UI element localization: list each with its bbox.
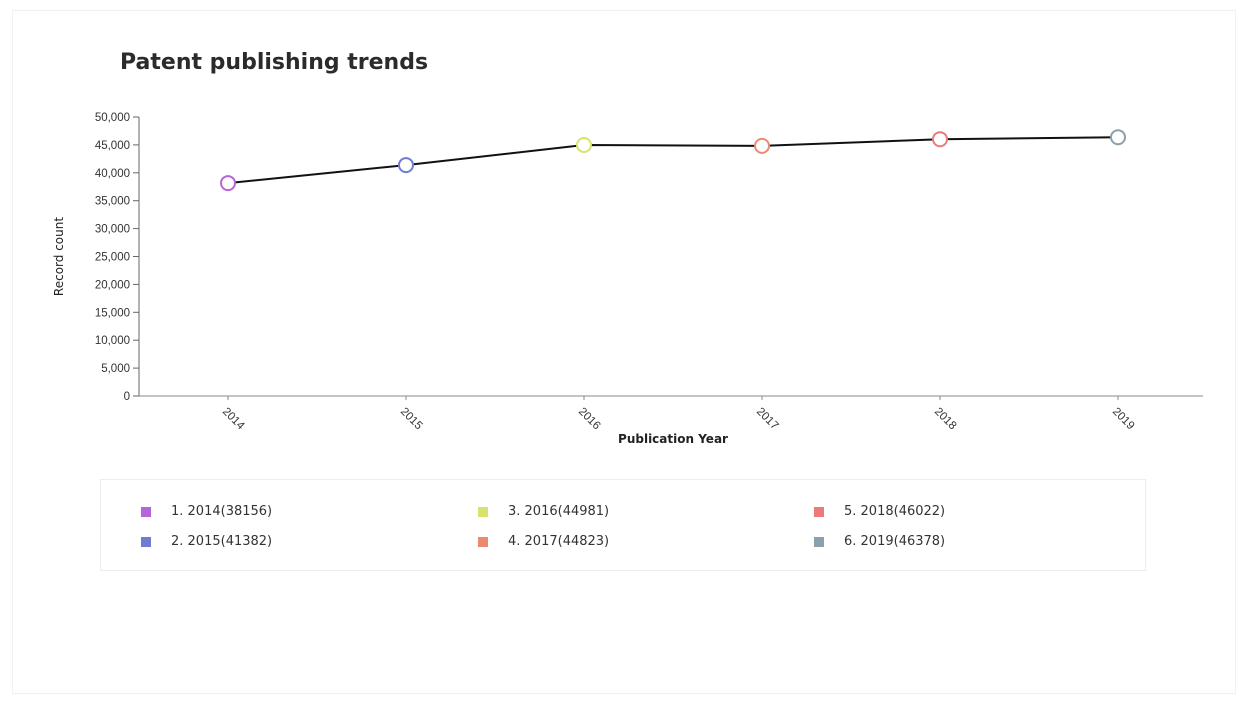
legend-swatch: [814, 506, 824, 517]
legend-item[interactable]: 1. 2014(38156): [141, 504, 272, 519]
legend-swatch: [478, 536, 488, 547]
legend-item[interactable]: 5. 2018(46022): [814, 504, 945, 519]
legend-label: 1. 2014(38156): [171, 504, 273, 519]
legend-swatch: [141, 536, 151, 547]
legend-label: 6. 2019(46378): [844, 534, 946, 549]
legend-item[interactable]: 6. 2019(46378): [814, 534, 945, 549]
legend-label: 4. 2017(44823): [508, 534, 610, 549]
legend-swatch: [814, 536, 824, 547]
x-tick-label: 2016: [576, 406, 603, 433]
y-tick-label: 45,000: [95, 140, 130, 152]
x-tick-label: 2017: [754, 406, 781, 433]
y-tick-label: 0: [124, 391, 130, 403]
y-axis-title: Record count: [52, 217, 66, 296]
y-tick-label: 35,000: [95, 196, 130, 208]
legend-label: 2. 2015(41382): [171, 534, 273, 549]
x-tick-label: 2018: [932, 406, 959, 433]
legend-item[interactable]: 3. 2016(44981): [478, 504, 609, 519]
data-point: [576, 137, 592, 154]
y-tick-label: 20,000: [95, 279, 130, 291]
chart-legend: 1. 2014(38156) 2. 2015(41382) 3. 2016(4498…: [100, 479, 1146, 571]
y-tick-label: 25,000: [95, 252, 130, 264]
y-tick-label: 40,000: [95, 168, 130, 180]
y-tick-label: 10,000: [95, 335, 130, 347]
y-tick-label: 50,000: [95, 112, 130, 124]
data-point: [932, 131, 948, 148]
x-tick-label: 2014: [220, 406, 247, 433]
y-tick-label: 15,000: [95, 307, 130, 319]
y-tick-label: 30,000: [95, 224, 130, 236]
y-tick-label: 5,000: [101, 363, 130, 375]
series-line: [227, 136, 1119, 185]
legend-item[interactable]: 4. 2017(44823): [478, 534, 609, 549]
legend-swatch: [141, 506, 151, 517]
line-chart: 0 5,000 10,000 15,000 20,000 25,000 30,000 35,0…: [52, 112, 1203, 446]
x-axis-title: Publication Year: [618, 432, 728, 446]
chart-card: [12, 10, 1236, 694]
legend-label: 3. 2016(44981): [508, 504, 610, 519]
legend-item[interactable]: 2. 2015(41382): [141, 534, 272, 549]
data-point: [1110, 129, 1126, 146]
x-tick-label: 2019: [1110, 406, 1137, 433]
legend-label: 5. 2018(46022): [844, 504, 946, 519]
data-point: [220, 175, 236, 192]
legend-swatch: [478, 506, 488, 517]
data-point: [754, 137, 770, 154]
chart-title: Patent publishing trends: [120, 50, 429, 75]
data-point: [398, 157, 414, 174]
x-tick-label: 2015: [398, 406, 425, 433]
